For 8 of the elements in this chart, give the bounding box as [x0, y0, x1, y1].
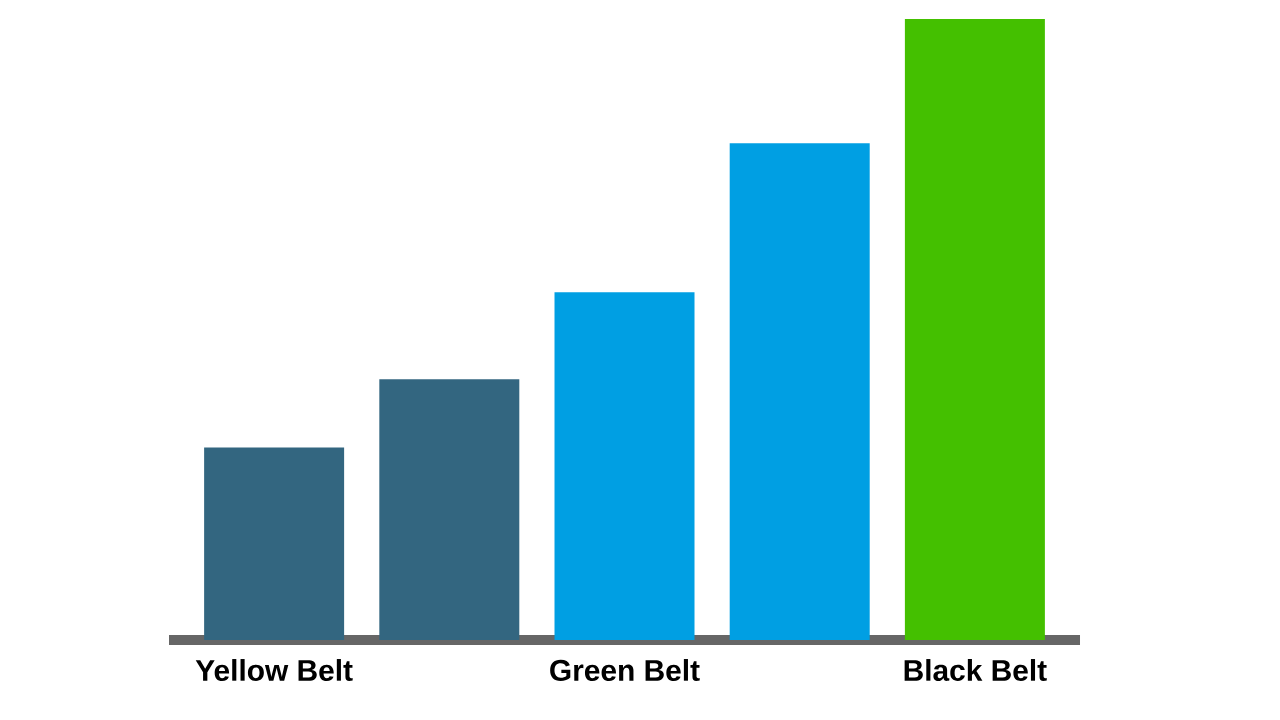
bar	[379, 379, 520, 640]
x-tick-label: Green Belt	[550, 659, 700, 681]
x-tick-label: Yellow Belt	[195, 659, 353, 681]
x-tick-label: Black Belt	[904, 659, 1047, 681]
bar	[554, 292, 695, 640]
bar	[904, 18, 1045, 640]
bar	[729, 143, 870, 640]
bar	[204, 447, 345, 640]
